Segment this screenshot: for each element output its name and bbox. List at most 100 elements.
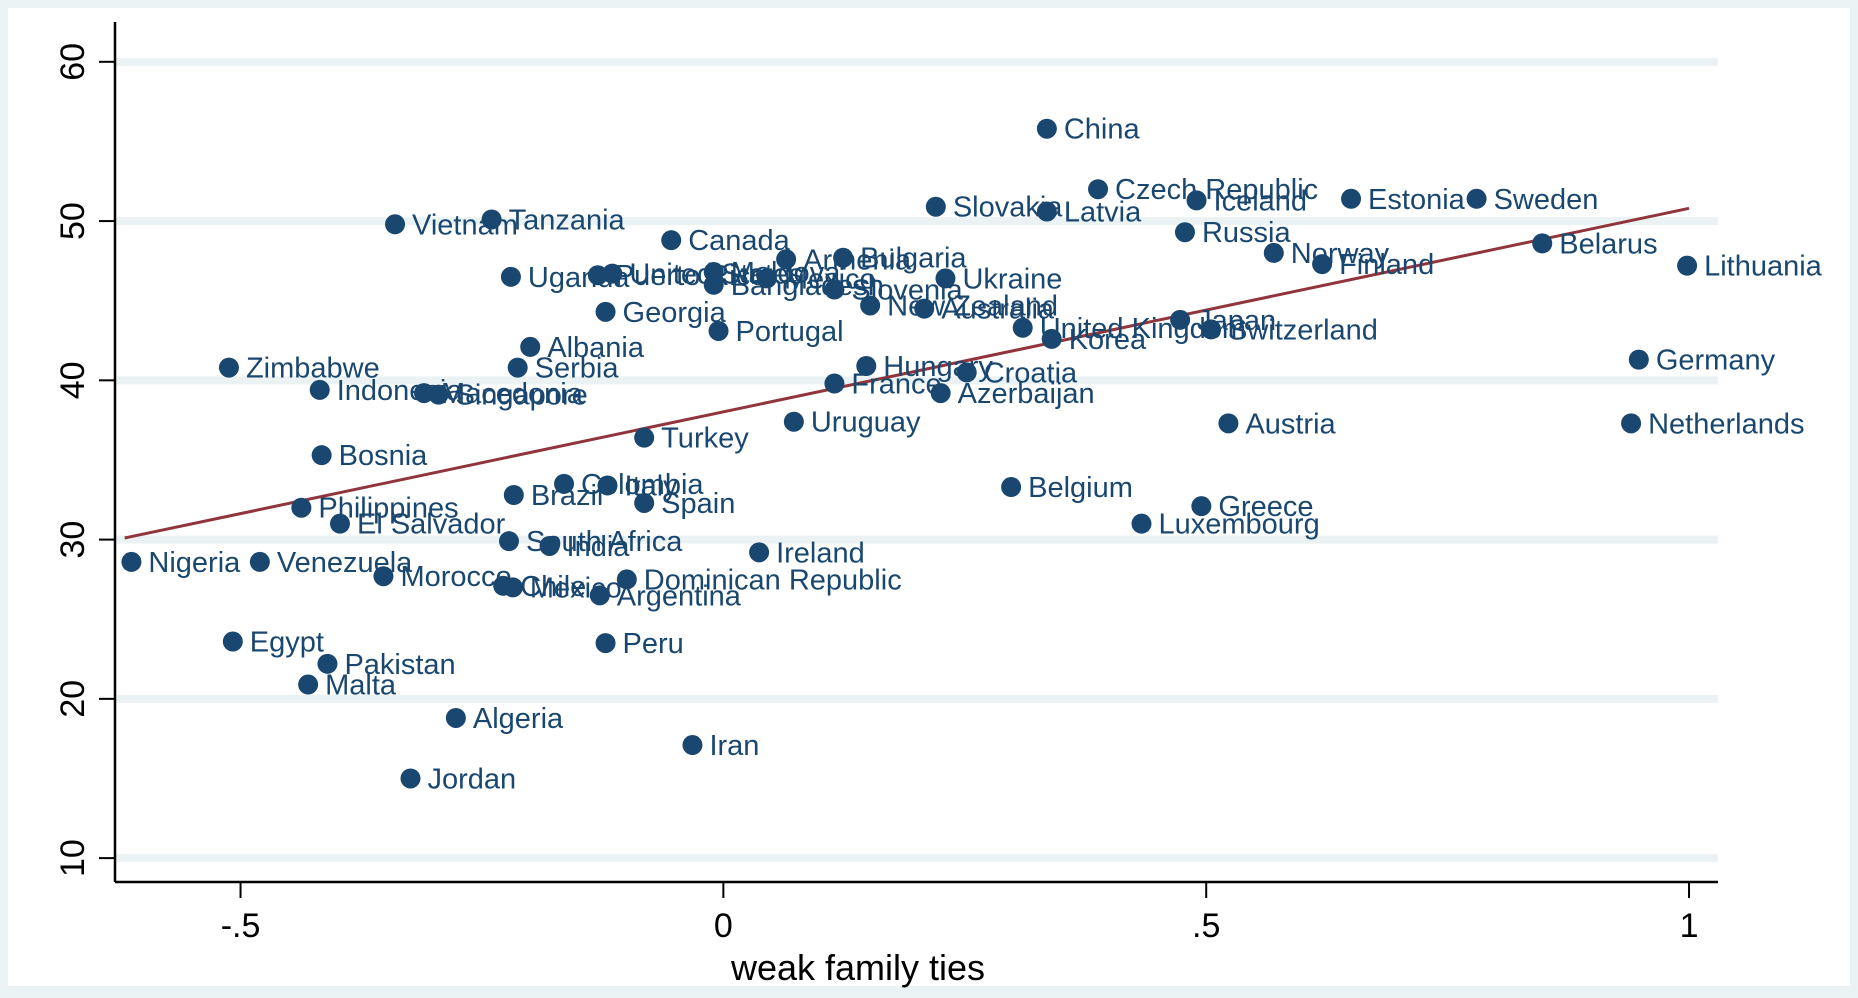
x-tick-label-0: -.5 <box>221 907 261 945</box>
point-label-sweden-4: Sweden <box>1494 184 1599 216</box>
point-label-netherlands-46: Netherlands <box>1648 408 1804 440</box>
point-label-australia-27: Australia <box>941 294 1055 326</box>
point-label-turkey-47: Turkey <box>661 423 749 455</box>
point-pakistan-70 <box>317 653 338 674</box>
point-label-norway-10: Norway <box>1291 238 1390 270</box>
point-finland-11 <box>1312 254 1333 275</box>
point-zimbabwe-35 <box>218 357 239 378</box>
point-ukraine-24 <box>935 268 956 289</box>
point-belarus-12 <box>1532 233 1553 254</box>
point-new-zealand-26 <box>860 295 881 316</box>
point-hungary-37 <box>856 356 877 376</box>
point-uruguay-44 <box>783 411 804 432</box>
point-colombia-50 <box>554 473 575 494</box>
y-tick-label-5: 60 <box>54 43 92 81</box>
point-macedonia-42 <box>414 383 435 404</box>
point-label-chile-64: Chile <box>520 571 586 603</box>
point-france-39 <box>824 373 845 394</box>
point-united-kingdom-31 <box>1012 317 1033 338</box>
axes: 10 20 30 40 50 60 -.5 0 .5 1 <box>54 22 1718 945</box>
point-lithuania-13 <box>1677 255 1698 276</box>
point-brazil-52 <box>503 485 524 505</box>
point-mexico-21 <box>756 268 777 289</box>
point-bulgaria-16 <box>833 247 854 268</box>
x-tick-label-2: .5 <box>1192 907 1220 945</box>
point-south-africa-58 <box>498 531 519 552</box>
point-mexico-65 <box>502 577 523 598</box>
point-label-korea-30: Korea <box>1069 324 1147 356</box>
point-label-azerbaijan-40: Azerbaijan <box>958 378 1095 410</box>
point-dominican-republic-66 <box>616 569 637 590</box>
point-netherlands-46 <box>1621 413 1642 434</box>
point-austria-45 <box>1218 413 1239 434</box>
point-label-bangladesh-22: Bangladesh <box>731 270 884 302</box>
point-iceland-2 <box>1186 190 1207 211</box>
point-label-pakistan-70: Pakistan <box>344 649 455 681</box>
point-united-states-19 <box>602 263 623 284</box>
x-axis-title: weak family ties <box>730 947 985 988</box>
point-croatia-38 <box>956 362 977 383</box>
point-algeria-72 <box>445 707 466 728</box>
point-greece-55 <box>1191 496 1212 517</box>
point-japan-32 <box>1170 309 1191 330</box>
fit-line-group <box>124 206 1690 540</box>
y-tick-label-2: 30 <box>54 521 92 559</box>
point-label-serbia-36: Serbia <box>535 353 620 385</box>
point-label-ireland-60: Ireland <box>776 537 865 569</box>
point-label-georgia-25: Georgia <box>623 297 727 329</box>
point-label-belgium-49: Belgium <box>1028 472 1133 504</box>
y-tick-label-1: 20 <box>54 680 92 718</box>
plot-region <box>8 8 1850 986</box>
point-label-singapore-43: Singapore <box>455 380 587 412</box>
point-belgium-49 <box>1001 477 1022 498</box>
point-label-latvia-6: Latvia <box>1064 197 1142 229</box>
point-label-lithuania-13: Lithuania <box>1704 251 1823 283</box>
point-puerto-rico-18 <box>587 265 608 286</box>
point-albania-29 <box>520 336 541 357</box>
point-label-croatia-38: Croatia <box>984 357 1078 389</box>
point-norway-10 <box>1263 242 1284 263</box>
point-tanzania-8 <box>481 209 502 230</box>
point-slovakia-5 <box>925 196 946 217</box>
gridlines <box>115 57 1718 863</box>
point-bangladesh-22 <box>703 274 724 295</box>
point-label-finland-11: Finland <box>1339 249 1434 281</box>
point-georgia-25 <box>595 301 616 322</box>
point-korea-30 <box>1041 328 1062 349</box>
point-label-puerto-rico-18: Puerto Rico <box>615 260 767 292</box>
point-label-portugal-28: Portugal <box>736 316 844 348</box>
point-label-el-salvador-56: El Salvador <box>357 509 506 541</box>
x-tick-label-1: 0 <box>714 907 733 945</box>
point-egypt-68 <box>222 631 243 652</box>
point-peru-69 <box>595 633 616 654</box>
point-label-argentina-67: Argentina <box>617 580 742 612</box>
point-label-egypt-68: Egypt <box>250 627 324 659</box>
point-label-algeria-72: Algeria <box>473 703 564 735</box>
point-label-switzerland-33: Switzerland <box>1228 314 1378 346</box>
point-malta-71 <box>298 674 319 695</box>
point-russia-9 <box>1174 222 1195 243</box>
point-germany-34 <box>1628 349 1649 370</box>
point-ireland-60 <box>749 542 770 563</box>
y-tick-label-0: 10 <box>54 839 92 877</box>
point-latvia-6 <box>1036 201 1057 222</box>
point-label-vietnam-7: Vietnam <box>412 209 518 241</box>
point-jordan-74 <box>400 768 421 789</box>
point-turkey-47 <box>634 427 655 448</box>
point-venezuela-62 <box>249 551 270 572</box>
y-tick-label-4: 50 <box>54 202 92 240</box>
point-label-brazil-52: Brazil <box>531 480 604 512</box>
point-iran-73 <box>682 735 703 756</box>
point-el-salvador-56 <box>329 513 350 534</box>
point-singapore-43 <box>428 384 449 405</box>
point-australia-27 <box>914 298 935 319</box>
point-luxembourg-57 <box>1131 513 1152 534</box>
point-label-morocco-63: Morocco <box>400 561 511 593</box>
point-indonesia-41 <box>309 379 330 400</box>
point-label-canada-14: Canada <box>688 225 790 257</box>
point-nigeria-61 <box>121 551 142 572</box>
point-label-spain-53: Spain <box>661 488 735 520</box>
point-label-belarus-12: Belarus <box>1559 228 1657 260</box>
